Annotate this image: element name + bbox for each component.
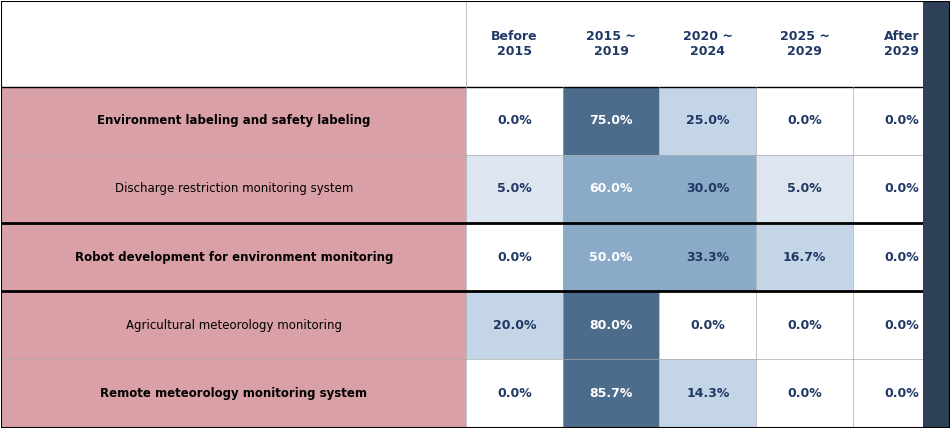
Bar xyxy=(853,223,950,291)
Bar xyxy=(1,155,466,223)
Text: 0.0%: 0.0% xyxy=(787,114,822,127)
Bar xyxy=(756,87,853,155)
Text: 0.0%: 0.0% xyxy=(497,251,532,264)
Bar xyxy=(659,291,756,360)
Text: 16.7%: 16.7% xyxy=(783,251,826,264)
Text: 20.0%: 20.0% xyxy=(493,319,536,332)
Bar xyxy=(853,155,950,223)
Bar xyxy=(853,291,950,360)
Bar xyxy=(853,360,950,428)
Bar xyxy=(466,360,563,428)
Text: 85.7%: 85.7% xyxy=(590,387,632,400)
Text: 2025 ~
2029: 2025 ~ 2029 xyxy=(780,30,829,58)
Text: 5.0%: 5.0% xyxy=(497,182,532,196)
Text: 50.0%: 50.0% xyxy=(590,251,632,264)
Text: Before
2015: Before 2015 xyxy=(491,30,537,58)
Bar xyxy=(466,223,563,291)
Bar xyxy=(923,1,950,428)
Text: 0.0%: 0.0% xyxy=(787,319,822,332)
Text: 60.0%: 60.0% xyxy=(590,182,632,196)
Text: Robot development for environment monitoring: Robot development for environment monito… xyxy=(74,251,393,264)
Text: Agricultural meteorology monitoring: Agricultural meteorology monitoring xyxy=(126,319,341,332)
Text: 0.0%: 0.0% xyxy=(883,319,919,332)
Bar xyxy=(466,155,563,223)
Text: 25.0%: 25.0% xyxy=(686,114,729,127)
Bar xyxy=(563,291,659,360)
Text: 75.0%: 75.0% xyxy=(590,114,632,127)
Bar xyxy=(756,291,853,360)
Bar xyxy=(756,155,853,223)
Bar xyxy=(563,87,659,155)
Text: Remote meteorology monitoring system: Remote meteorology monitoring system xyxy=(100,387,367,400)
Bar xyxy=(1,1,950,87)
Text: 33.3%: 33.3% xyxy=(687,251,729,264)
Text: 14.3%: 14.3% xyxy=(686,387,729,400)
Text: Environment labeling and safety labeling: Environment labeling and safety labeling xyxy=(97,114,370,127)
Bar xyxy=(1,360,466,428)
Bar xyxy=(756,360,853,428)
Text: 30.0%: 30.0% xyxy=(686,182,729,196)
Text: 0.0%: 0.0% xyxy=(883,182,919,196)
Bar xyxy=(563,360,659,428)
Text: 2020 ~
2024: 2020 ~ 2024 xyxy=(683,30,733,58)
Bar xyxy=(1,87,466,155)
Bar xyxy=(563,223,659,291)
Text: 0.0%: 0.0% xyxy=(787,387,822,400)
Text: 2015 ~
2019: 2015 ~ 2019 xyxy=(586,30,636,58)
Text: 0.0%: 0.0% xyxy=(883,251,919,264)
Bar xyxy=(853,87,950,155)
Bar xyxy=(466,291,563,360)
Text: 0.0%: 0.0% xyxy=(497,114,532,127)
Bar xyxy=(659,360,756,428)
Text: After
2029: After 2029 xyxy=(883,30,919,58)
Text: 0.0%: 0.0% xyxy=(690,319,726,332)
Bar xyxy=(563,155,659,223)
Text: 0.0%: 0.0% xyxy=(497,387,532,400)
Text: 0.0%: 0.0% xyxy=(883,114,919,127)
Bar xyxy=(659,155,756,223)
Text: 5.0%: 5.0% xyxy=(787,182,822,196)
Text: 0.0%: 0.0% xyxy=(883,387,919,400)
Text: 80.0%: 80.0% xyxy=(590,319,632,332)
Bar xyxy=(756,223,853,291)
Bar xyxy=(1,223,466,291)
Bar xyxy=(659,87,756,155)
Text: Discharge restriction monitoring system: Discharge restriction monitoring system xyxy=(114,182,353,196)
Bar xyxy=(659,223,756,291)
Bar xyxy=(466,87,563,155)
Bar xyxy=(1,291,466,360)
